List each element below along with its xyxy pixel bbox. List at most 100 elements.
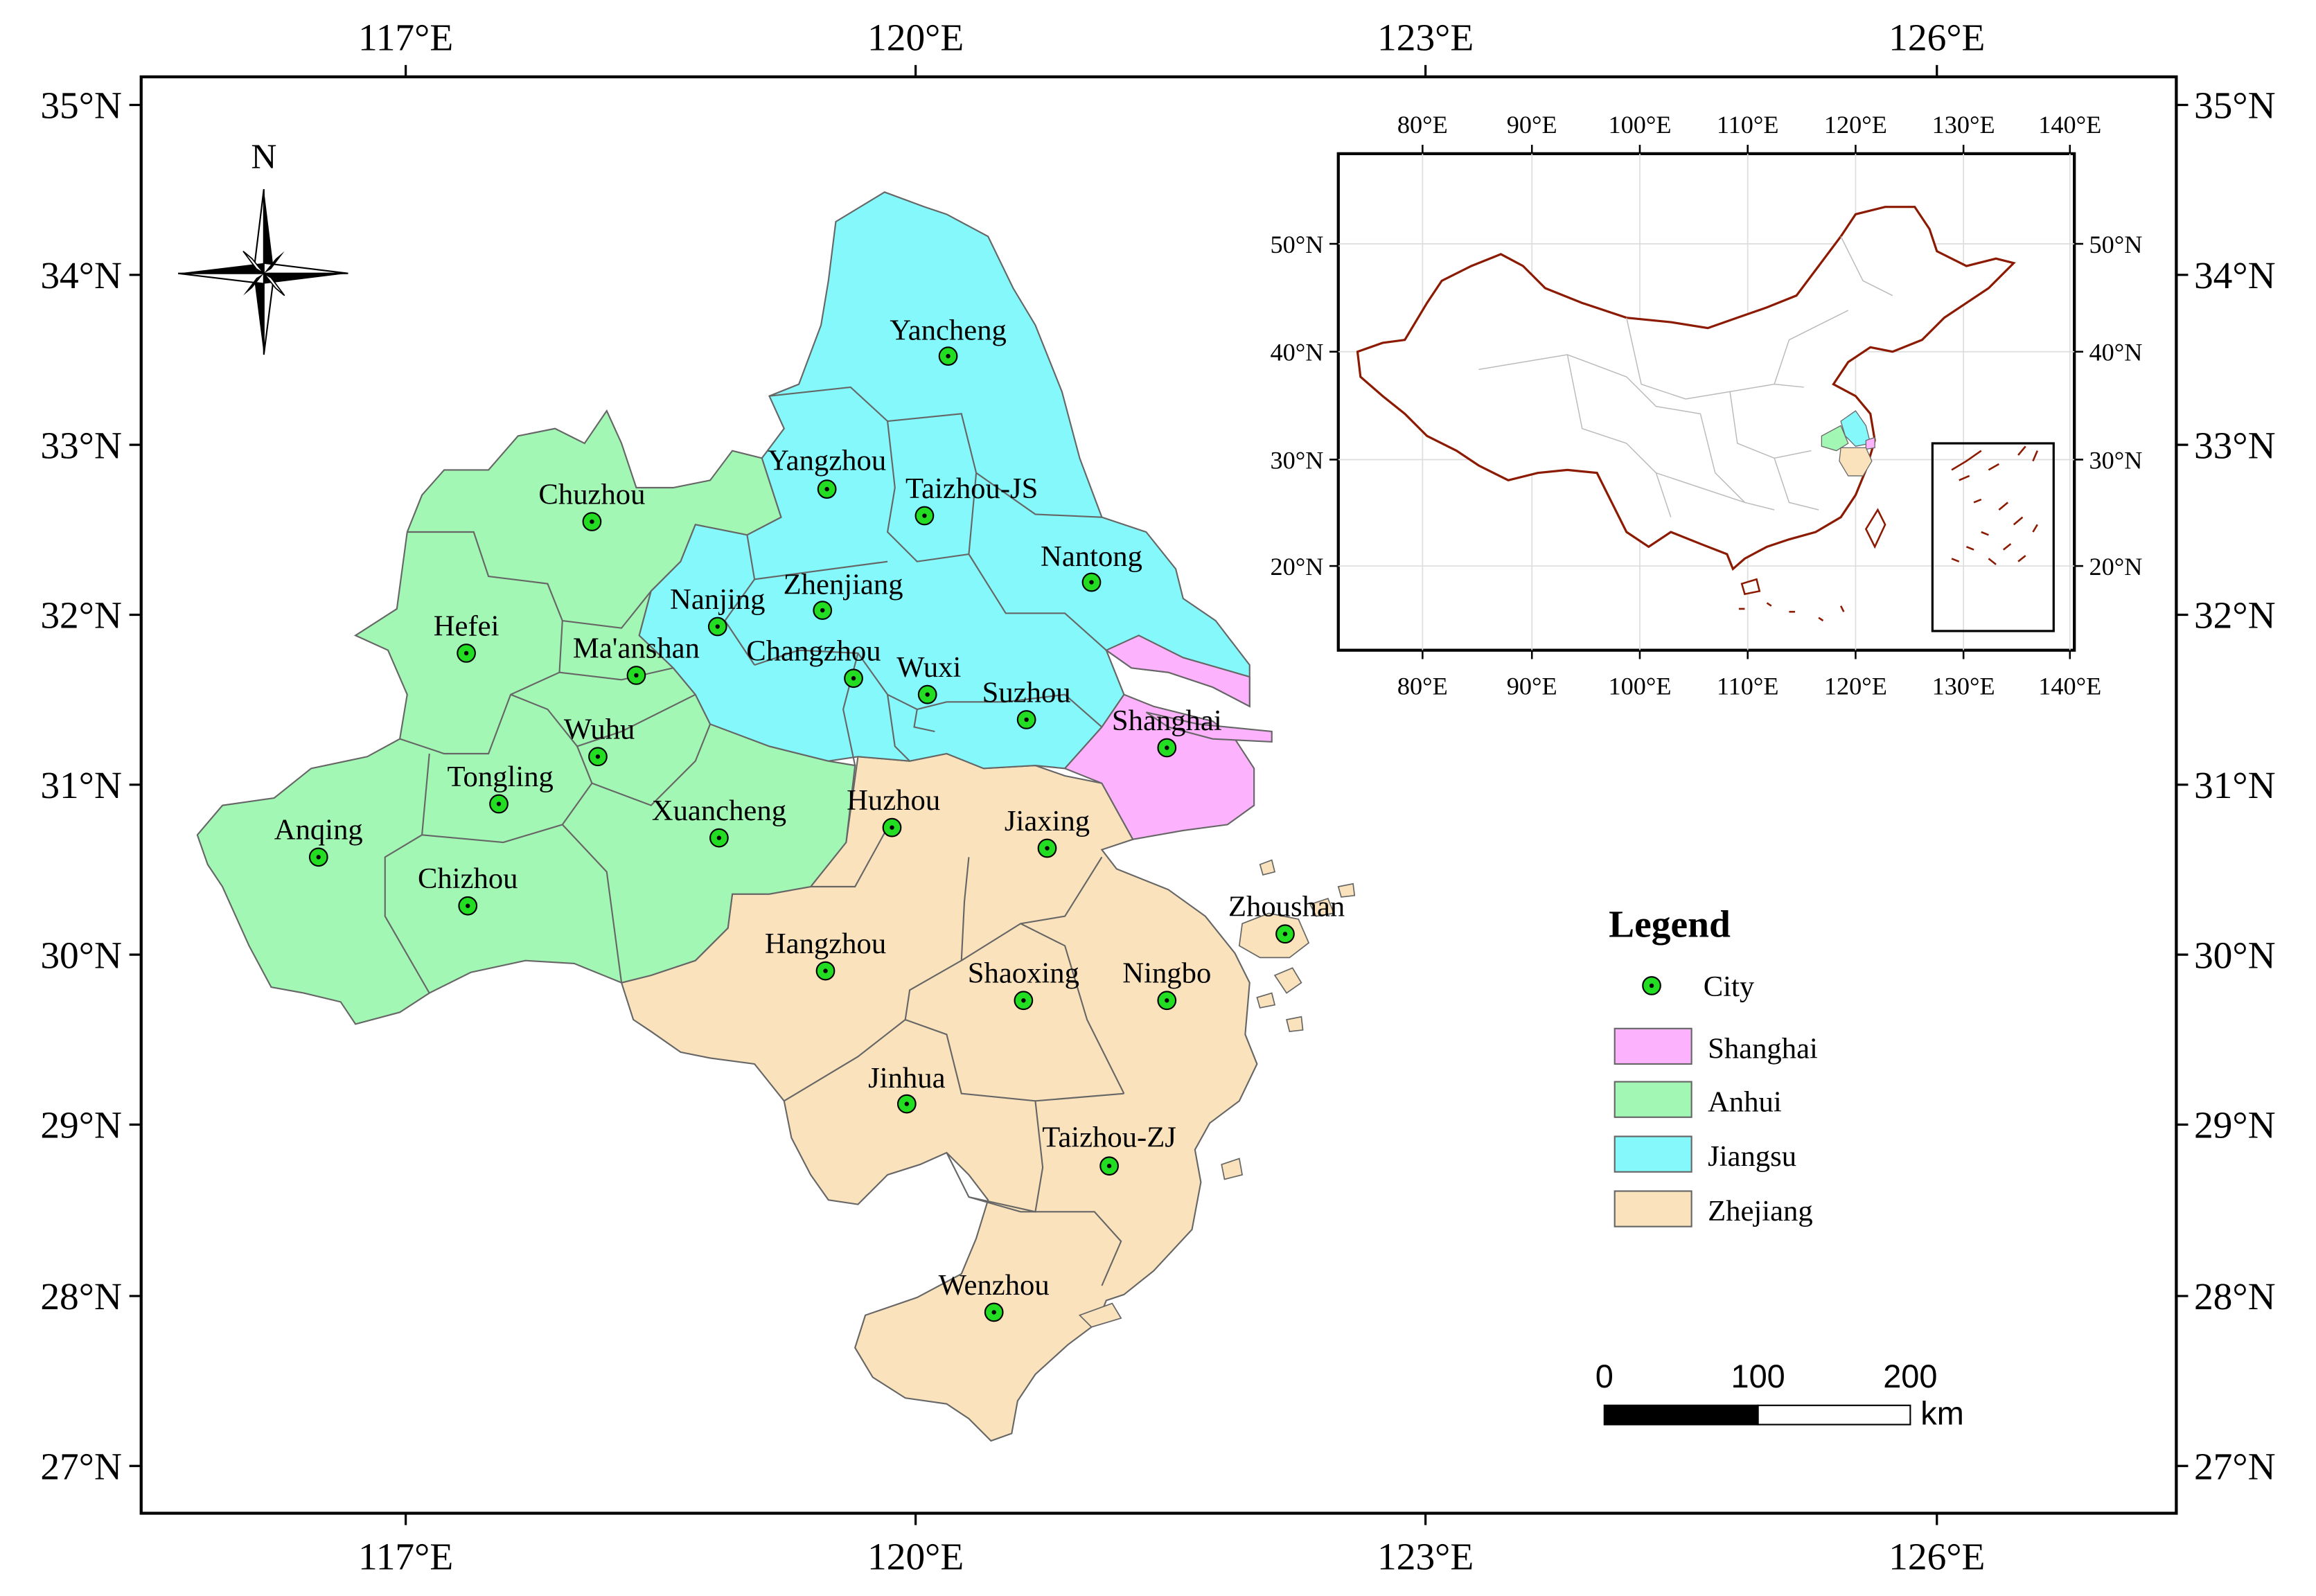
city-label: Shanghai <box>1112 704 1222 737</box>
city-yangzhou: Yangzhou <box>768 444 886 499</box>
lat-label-left-33: 33°N <box>40 424 122 466</box>
scale-label-200: 200 <box>1883 1358 1937 1394</box>
lat-label-right-30: 30°N <box>2194 934 2276 976</box>
city-label: Hefei <box>434 610 500 642</box>
lat-label-right-35: 35°N <box>2194 85 2276 127</box>
city-taizhou-zj: Taizhou-ZJ <box>1042 1121 1176 1176</box>
main-lon-bottom: 117°E 120°E 123°E 126°E <box>358 1513 1985 1578</box>
legend-item-city: City <box>1642 970 1755 1003</box>
lat-label-left-29: 29°N <box>40 1104 122 1146</box>
legend-label: Shanghai <box>1708 1032 1818 1065</box>
south-china-sea-inset-box <box>1931 442 2055 632</box>
north-arrow-icon: N <box>177 137 348 355</box>
city-label: Chizhou <box>418 862 518 895</box>
city-nantong: Nantong <box>1041 540 1142 592</box>
city-hefei: Hefei <box>434 610 500 663</box>
lon-label-bottom-123: 123°E <box>1377 1536 1474 1578</box>
inset-lat-right-50: 50°N <box>2089 231 2143 258</box>
city-jiaxing: Jiaxing <box>1005 805 1090 858</box>
main-lon-top: 117°E 120°E 123°E 126°E <box>358 17 1985 77</box>
city-markers: Yancheng Yangzhou Taizhou-JS Nantong Nan… <box>274 314 1345 1322</box>
lat-label-left-28: 28°N <box>40 1275 122 1318</box>
city-taizhou-js: Taizhou-JS <box>905 472 1038 526</box>
inset-lon-top-110: 110°E <box>1717 111 1779 139</box>
north-arrow-label: N <box>251 137 276 177</box>
lon-label-top-117: 117°E <box>358 17 453 59</box>
city-xuancheng: Xuancheng <box>652 795 786 848</box>
lon-label-top-126: 126°E <box>1889 17 1985 59</box>
legend-item-zhejiang: Zhejiang <box>1614 1190 1813 1227</box>
city-label: Changzhou <box>746 635 881 668</box>
lat-label-right-29: 29°N <box>2194 1104 2276 1146</box>
city-zhenjiang: Zhenjiang <box>784 569 903 620</box>
city-label: Jinhua <box>868 1062 945 1094</box>
scale-bar-white <box>1757 1404 1911 1426</box>
lat-label-left-32: 32°N <box>40 594 122 637</box>
main-lat-left: 27°N 28°N 29°N 30°N 31°N 32°N 33°N 34°N … <box>40 85 141 1487</box>
city-zhoushan: Zhoushan <box>1228 891 1345 944</box>
legend-swatch <box>1614 1135 1692 1173</box>
lon-label-bottom-117: 117°E <box>358 1536 453 1578</box>
city-label: Taizhou-ZJ <box>1042 1121 1176 1153</box>
legend-swatch <box>1614 1190 1692 1227</box>
city-label: Ningbo <box>1122 957 1211 990</box>
scale-bar-black <box>1603 1404 1759 1426</box>
city-huzhou: Huzhou <box>847 784 940 837</box>
lat-label-right-28: 28°N <box>2194 1275 2276 1318</box>
city-label: Chuzhou <box>538 478 645 511</box>
legend-swatch <box>1614 1027 1692 1065</box>
city-shanghai: Shanghai <box>1112 704 1222 758</box>
city-label: Anqing <box>274 814 363 846</box>
inset-lon-top-80: 80°E <box>1397 111 1448 139</box>
city-label: Ma'anshan <box>573 632 700 664</box>
inset-lat-left-40: 40°N <box>1270 339 1323 366</box>
city-chuzhou: Chuzhou <box>538 478 645 531</box>
inset-lon-bottom-80: 80°E <box>1397 673 1448 700</box>
inset-lon-top-140: 140°E <box>2038 111 2101 139</box>
inset-map: 80°E 90°E 100°E 110°E 120°E 130°E 140°E … <box>1270 111 2142 700</box>
city-label: Nantong <box>1041 540 1142 573</box>
inset-lon-bottom-120: 120°E <box>1824 673 1887 700</box>
inset-lat-left-50: 50°N <box>1270 231 1323 258</box>
lat-label-left-27: 27°N <box>40 1445 122 1487</box>
city-ningbo: Ningbo <box>1122 957 1211 1011</box>
province-zhejiang <box>620 752 1258 1442</box>
city-wuxi: Wuxi <box>896 651 962 704</box>
province-jiangsu <box>638 191 1250 770</box>
city-label: Suzhou <box>982 676 1071 709</box>
province-shanghai <box>1063 635 1273 840</box>
inset-lon-bottom-130: 130°E <box>1932 673 1995 700</box>
legend-item-anhui: Anhui <box>1614 1081 1782 1118</box>
lon-label-bottom-120: 120°E <box>867 1536 964 1578</box>
legend-label: Anhui <box>1708 1085 1782 1118</box>
legend-swatch <box>1614 1081 1692 1118</box>
city-nanjing: Nanjing <box>670 583 765 637</box>
scale-unit: km <box>1920 1396 1964 1432</box>
city-label: Taizhou-JS <box>905 472 1038 505</box>
lat-label-right-27: 27°N <box>2194 1445 2276 1487</box>
city-label: Zhenjiang <box>784 569 903 601</box>
legend-label: City <box>1704 970 1755 1003</box>
lat-label-left-35: 35°N <box>40 85 122 127</box>
inset-lon-bottom-100: 100°E <box>1608 673 1671 700</box>
city-shaoxing: Shaoxing <box>968 957 1079 1011</box>
lat-label-right-32: 32°N <box>2194 594 2276 637</box>
inset-lon-bottom-90: 90°E <box>1507 673 1557 700</box>
lon-label-top-123: 123°E <box>1377 17 1474 59</box>
inset-lon-top-90: 90°E <box>1507 111 1557 139</box>
city-label: Wuhu <box>564 713 635 746</box>
legend: Legend City Shanghai Anhui Jiangsu Zheji… <box>1609 903 1818 1228</box>
legend-item-shanghai: Shanghai <box>1614 1027 1818 1065</box>
china-outline <box>1356 206 2016 571</box>
city-chizhou: Chizhou <box>418 862 518 916</box>
inset-lon-top-100: 100°E <box>1608 111 1671 139</box>
legend-label: Zhejiang <box>1708 1195 1813 1227</box>
legend-item-jiangsu: Jiangsu <box>1614 1135 1796 1173</box>
legend-title: Legend <box>1609 903 1731 946</box>
lon-label-bottom-126: 126°E <box>1889 1536 1985 1578</box>
city-label: Tongling <box>447 761 553 793</box>
city-label: Yangzhou <box>768 444 886 477</box>
main-lat-right: 27°N 28°N 29°N 30°N 31°N 32°N 33°N 34°N … <box>2176 85 2276 1487</box>
city-maanshan: Ma'anshan <box>573 632 700 685</box>
scale-label-0: 0 <box>1595 1358 1614 1394</box>
